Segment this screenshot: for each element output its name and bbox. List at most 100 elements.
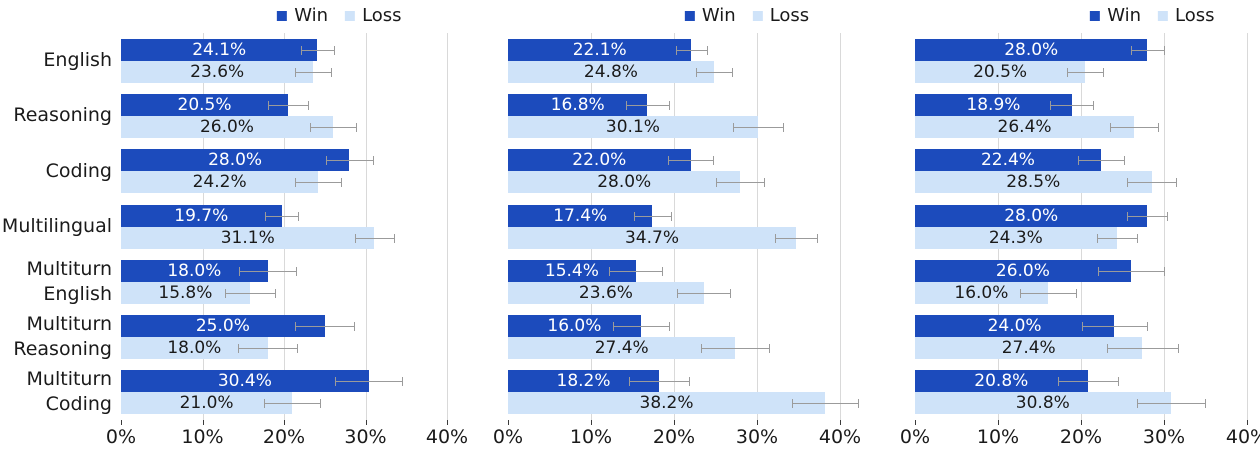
error-bar-line [1081,326,1147,328]
error-bar-cap-left [1050,100,1052,110]
legend-swatch-win [277,10,288,21]
error-bar-line [1077,160,1125,162]
error-bar-line [267,104,309,106]
bar-loss: 24.2% [121,171,319,194]
error-bar-cap-right [707,45,709,55]
legend-label-win: Win [294,5,329,26]
error-bar-line [1106,348,1179,350]
x-tick-mark [1081,420,1082,425]
bar-value-label-win: 25.0% [195,316,250,337]
error-bar-cap-left [1130,45,1132,55]
error-bar-line [1057,381,1118,383]
bar-loss: 31.1% [121,226,375,249]
x-tick-mark [915,420,916,425]
error-bar-cap-right [1093,100,1095,110]
bar-value-label-win: 20.8% [974,371,1029,392]
error-bar-cap-right [764,178,766,188]
bar-loss: 16.0% [915,281,1048,304]
x-tick-label: 30% [344,426,387,448]
error-bar-cap-left [1019,288,1021,298]
bar-loss: 30.8% [915,392,1171,415]
bar-value-label-loss: 18.0% [167,338,222,359]
legend: Win Loss [684,5,809,26]
bar-value-label-win: 22.4% [980,150,1035,171]
error-bar-cap-left [310,122,312,132]
category-label: Coding [0,144,112,199]
bar-value-label-win: 15.4% [544,260,599,281]
error-bar-line [716,182,765,184]
bar-value-label-win: 28.0% [208,150,263,171]
bar-win: 24.0% [915,315,1115,338]
error-bar-cap-right [1076,288,1078,298]
bar-win: 22.0% [508,149,691,172]
error-bar-line [634,215,671,217]
category-label-line: Multiturn [26,257,112,280]
error-bar-cap-left [609,266,611,276]
error-bar-cap-right [1176,178,1178,188]
error-bar-line [1066,71,1104,73]
bar-value-label-loss: 24.8% [583,61,638,82]
error-bar-cap-right [670,211,672,221]
bar-value-label-loss: 15.8% [158,282,213,303]
error-bar-cap-left [224,288,226,298]
error-bar-cap-right [1158,122,1160,132]
bar-win: 25.0% [121,315,325,338]
bar-win: 20.8% [915,370,1088,393]
error-bar-line [265,215,298,217]
bar-value-label-win: 24.0% [987,316,1042,337]
x-tick-mark [284,420,285,425]
bar-value-label-loss: 20.5% [973,61,1028,82]
error-bar-cap-right [730,288,732,298]
error-bar-cap-left [701,344,703,354]
bar-loss: 20.5% [915,60,1086,83]
error-bar-line [354,237,394,239]
x-tick-mark [508,420,509,425]
bar-value-label-loss: 24.3% [988,227,1043,248]
error-bar-cap-right [402,377,404,387]
error-bar-cap-left [335,377,337,387]
gridline [447,33,448,420]
error-bar-cap-right [782,122,784,132]
error-bar-cap-right [816,233,818,243]
category-label: Multilingual [0,199,112,254]
error-bar-line [695,71,733,73]
error-bar-line [668,160,713,162]
error-bar-cap-left [668,156,670,166]
error-bar-cap-left [301,45,303,55]
error-bar-cap-right [354,322,356,332]
bar-value-label-win: 30.4% [217,371,272,392]
bar-loss: 21.0% [121,392,293,415]
error-bar-cap-right [333,45,335,55]
error-bar-cap-left [354,233,356,243]
error-bar-cap-right [394,233,396,243]
legend-swatch-loss [345,10,356,21]
plot-area-3: 28.0% 18.9% 22.4% 28.0% 26.0% 24.0% 20.8% 20.5%… [915,33,1248,420]
error-bar-line [1127,215,1168,217]
error-bar-line [310,126,356,128]
bar-win: 15.4% [508,259,636,282]
error-bar-line [238,348,298,350]
error-bar-cap-right [275,288,277,298]
error-bar-cap-right [331,67,333,77]
bar-value-label-loss: 38.2% [639,393,694,414]
error-bar-line [239,270,297,272]
error-bar-cap-right [732,67,734,77]
bar-win: 19.7% [121,204,282,227]
x-tick-label: 0% [899,426,931,448]
bar-value-label-win: 17.4% [553,205,608,226]
error-bar-cap-right [341,178,343,188]
x-tick-label: 20% [652,426,696,448]
error-bar-cap-right [858,399,860,409]
error-bar-line [1097,270,1164,272]
bar-value-label-loss: 30.8% [1015,393,1070,414]
bar-win: 18.9% [915,93,1072,116]
error-bar-line [609,270,663,272]
bar-value-label-win: 22.0% [572,150,627,171]
x-tick-mark [202,420,204,425]
error-bar-cap-left [1096,233,1098,243]
error-bar-line [701,348,770,350]
x-tick-mark [998,420,999,425]
error-bar-cap-left [1126,178,1128,188]
bar-loss: 38.2% [508,392,826,415]
